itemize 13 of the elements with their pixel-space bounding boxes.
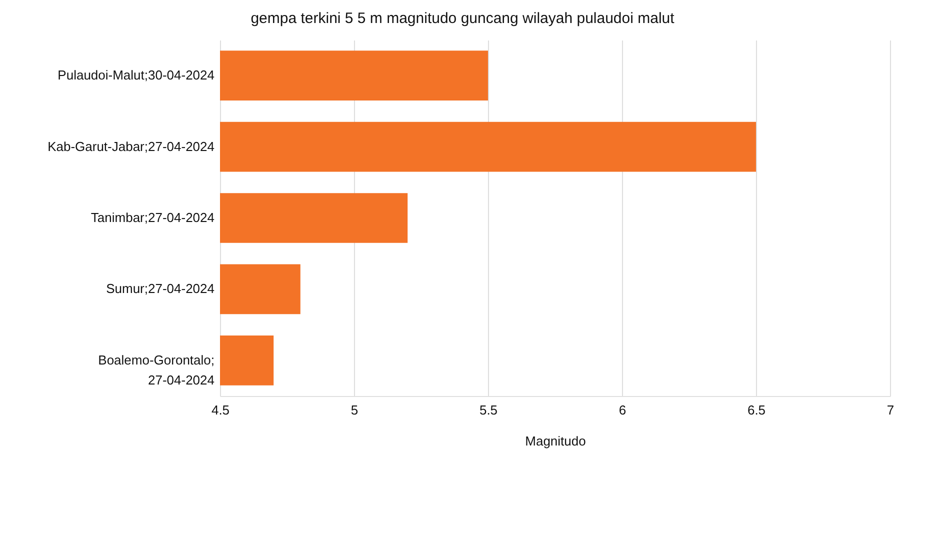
y-tick-label: Boalemo-Gorontalo; 27-04-2024	[98, 352, 214, 388]
x-tick-label: 6	[618, 402, 626, 418]
y-tick-label: Sumur;27-04-2024	[106, 281, 214, 296]
x-tick-label: 4.5	[211, 402, 230, 418]
chart-title: gempa terkini 5 5 m magnitudo guncang wilayah pulaudoi malut	[250, 10, 676, 27]
x-tick-label: 6.5	[747, 402, 766, 418]
x-tick-label: 7	[886, 402, 894, 418]
x-axis-title: Magnitudo	[525, 434, 586, 448]
x-tick-label: 5	[350, 402, 358, 418]
y-tick-label: Kab-Garut-Jabar;27-04-2024	[48, 138, 214, 154]
y-tick-label: Pulaudoi-Malut;30-04-2024	[58, 68, 214, 83]
x-tick-label: 5.5	[479, 402, 498, 418]
y-tick-label: Tanimbar;27-04-2024	[90, 210, 214, 225]
